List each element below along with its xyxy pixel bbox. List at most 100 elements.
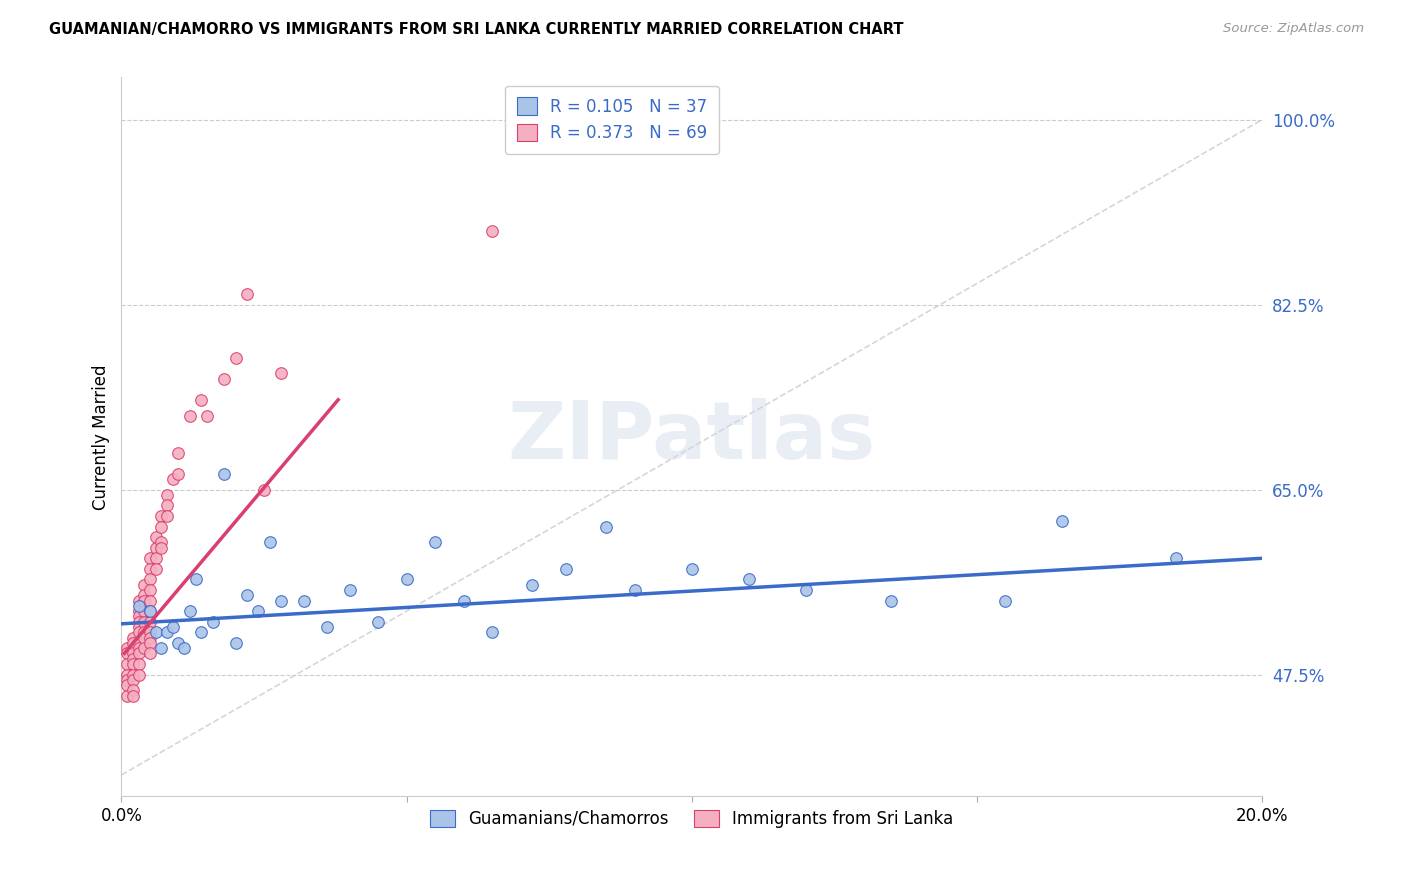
Point bbox=[128, 657, 150, 671]
Point bbox=[121, 689, 143, 703]
Point bbox=[481, 224, 503, 238]
Point bbox=[212, 467, 235, 481]
Point bbox=[156, 509, 179, 524]
Point bbox=[259, 535, 281, 549]
Point bbox=[423, 535, 446, 549]
Point bbox=[156, 499, 179, 513]
Point bbox=[139, 615, 162, 629]
Point bbox=[738, 573, 761, 587]
Point bbox=[270, 367, 292, 381]
Point bbox=[145, 530, 167, 544]
Point bbox=[224, 636, 246, 650]
Point bbox=[1052, 514, 1074, 528]
Point bbox=[128, 636, 150, 650]
Point bbox=[292, 593, 315, 607]
Point bbox=[139, 625, 162, 640]
Point bbox=[270, 593, 292, 607]
Text: Source: ZipAtlas.com: Source: ZipAtlas.com bbox=[1223, 22, 1364, 36]
Point bbox=[179, 409, 201, 423]
Point bbox=[681, 562, 703, 576]
Point bbox=[128, 609, 150, 624]
Point bbox=[115, 673, 138, 687]
Point bbox=[201, 615, 224, 629]
Point bbox=[315, 620, 337, 634]
Y-axis label: Currently Married: Currently Married bbox=[93, 364, 110, 509]
Point bbox=[134, 615, 156, 629]
Point bbox=[145, 541, 167, 555]
Point bbox=[167, 445, 190, 459]
Legend: Guamanians/Chamorros, Immigrants from Sri Lanka: Guamanians/Chamorros, Immigrants from Sr… bbox=[423, 803, 960, 835]
Point bbox=[139, 647, 162, 661]
Point bbox=[121, 683, 143, 698]
Point bbox=[481, 625, 503, 640]
Point bbox=[150, 509, 173, 524]
Point bbox=[190, 392, 212, 407]
Point bbox=[115, 647, 138, 661]
Point bbox=[156, 625, 179, 640]
Point bbox=[224, 351, 246, 365]
Point bbox=[190, 625, 212, 640]
Point bbox=[128, 620, 150, 634]
Point bbox=[128, 604, 150, 618]
Point bbox=[247, 604, 270, 618]
Point bbox=[162, 472, 184, 486]
Point bbox=[184, 573, 207, 587]
Point bbox=[134, 631, 156, 645]
Point bbox=[139, 573, 162, 587]
Point bbox=[115, 678, 138, 692]
Point bbox=[880, 593, 903, 607]
Point bbox=[128, 615, 150, 629]
Point bbox=[236, 588, 259, 602]
Point bbox=[121, 657, 143, 671]
Point bbox=[994, 593, 1017, 607]
Point bbox=[253, 483, 276, 497]
Point bbox=[134, 625, 156, 640]
Point bbox=[128, 625, 150, 640]
Point bbox=[236, 287, 259, 301]
Point bbox=[139, 551, 162, 566]
Point bbox=[115, 667, 138, 681]
Point bbox=[139, 604, 162, 618]
Point bbox=[173, 641, 195, 656]
Text: ZIPatlas: ZIPatlas bbox=[508, 398, 876, 475]
Point bbox=[115, 689, 138, 703]
Point bbox=[134, 641, 156, 656]
Point bbox=[134, 604, 156, 618]
Point bbox=[121, 651, 143, 665]
Point bbox=[395, 573, 418, 587]
Point bbox=[156, 488, 179, 502]
Point bbox=[121, 647, 143, 661]
Point bbox=[139, 636, 162, 650]
Point bbox=[162, 620, 184, 634]
Point bbox=[453, 593, 475, 607]
Point bbox=[150, 641, 173, 656]
Point bbox=[150, 519, 173, 533]
Point bbox=[134, 588, 156, 602]
Point bbox=[115, 657, 138, 671]
Point bbox=[121, 631, 143, 645]
Point bbox=[1166, 551, 1188, 566]
Text: GUAMANIAN/CHAMORRO VS IMMIGRANTS FROM SRI LANKA CURRENTLY MARRIED CORRELATION CH: GUAMANIAN/CHAMORRO VS IMMIGRANTS FROM SR… bbox=[49, 22, 904, 37]
Point bbox=[167, 636, 190, 650]
Point bbox=[139, 582, 162, 597]
Point bbox=[128, 667, 150, 681]
Point bbox=[520, 578, 543, 592]
Point bbox=[121, 667, 143, 681]
Point bbox=[139, 593, 162, 607]
Point bbox=[367, 615, 389, 629]
Point bbox=[212, 371, 235, 385]
Point bbox=[139, 562, 162, 576]
Point bbox=[139, 631, 162, 645]
Point bbox=[145, 625, 167, 640]
Point bbox=[128, 647, 150, 661]
Point bbox=[179, 604, 201, 618]
Point bbox=[121, 636, 143, 650]
Point bbox=[128, 593, 150, 607]
Point bbox=[145, 551, 167, 566]
Point bbox=[623, 582, 645, 597]
Point bbox=[145, 562, 167, 576]
Point bbox=[339, 582, 361, 597]
Point bbox=[167, 467, 190, 481]
Point bbox=[794, 582, 817, 597]
Point bbox=[195, 409, 218, 423]
